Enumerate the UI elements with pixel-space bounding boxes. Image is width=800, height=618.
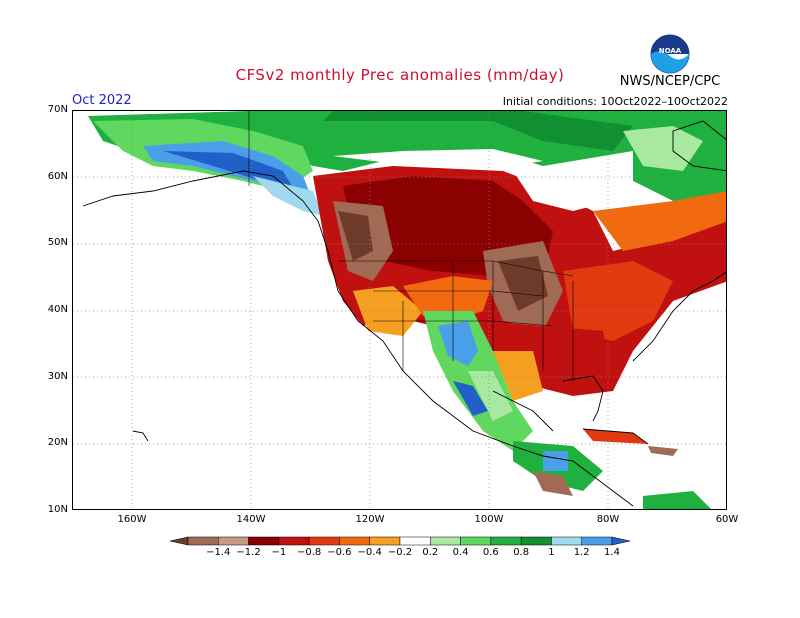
lat-label-50n: 50N (47, 237, 68, 248)
colorbar-swatch (399, 536, 431, 546)
lon-label-100w: 100W (474, 514, 504, 525)
forecast-month: Oct 2022 (72, 93, 132, 108)
lat-label-60n: 60N (47, 171, 68, 182)
canada-dark-green (323, 111, 633, 151)
canada-white-gap (333, 149, 543, 169)
anomaly-map (72, 110, 727, 510)
colorbar-swatch (339, 536, 370, 546)
colorbar-swatch (278, 536, 310, 546)
lon-label-140w: 140W (236, 514, 266, 525)
svg-text:NOAA: NOAA (659, 47, 682, 55)
lon-label-60w: 60W (715, 514, 739, 525)
lon-label-80w: 80W (596, 514, 620, 525)
yucatan-blue (543, 451, 568, 471)
lat-label-20n: 20N (47, 437, 68, 448)
east-orange (563, 261, 673, 341)
colorbar-swatch (308, 536, 340, 546)
initial-conditions: Initial conditions: 10Oct2022–10Oct2022 (502, 95, 728, 108)
colorbar-tick-label: −1.2 (236, 547, 261, 558)
texas-orange (493, 351, 543, 401)
colorbar-swatch (248, 536, 280, 546)
lat-label-10n: 10N (47, 504, 68, 515)
colorbar-swatch (369, 536, 401, 546)
alaska-dark-blue (163, 151, 298, 196)
colorbar-tick-label: 1.2 (573, 547, 590, 558)
mexico-light-green (468, 371, 513, 421)
colorbar-tick-label: 0.4 (452, 547, 469, 558)
colorbar-swatch (430, 536, 461, 546)
agency-label: NWS/NCEP/CPC (619, 74, 721, 89)
canada-orange-band (593, 191, 726, 251)
colorbar-tick-label: −0.2 (387, 547, 413, 558)
west-dark-brown (338, 211, 373, 261)
colorbar-left-arrow (170, 536, 189, 546)
colorbar-tick-label: −0.4 (357, 547, 382, 558)
colorbar-swatch (551, 536, 582, 546)
colorbar-swatch (187, 536, 219, 546)
southwest-orange (403, 276, 493, 321)
coastlines (82, 120, 726, 507)
colorbar-tick-label: 0.2 (422, 547, 439, 558)
colorbar-tick-label: −0.8 (296, 547, 322, 558)
lat-label-30n: 30N (47, 371, 68, 382)
noaa-logo: NOAA (650, 34, 690, 74)
cuba-red (583, 429, 648, 444)
greenland-light-green (623, 126, 703, 171)
colombia-green (643, 491, 711, 509)
mexico-dark-blue (453, 381, 488, 416)
lon-label-120w: 120W (355, 514, 385, 525)
lat-label-70n: 70N (47, 104, 68, 115)
lat-label-40n: 40N (47, 304, 68, 315)
map-canvas (73, 111, 726, 509)
central-america-brown (533, 471, 573, 496)
colorbar-swatch (218, 536, 249, 546)
colorbar-tick-label: −1 (271, 547, 287, 558)
lon-label-160w: 160W (117, 514, 147, 525)
colorbar-tick-label: −0.6 (327, 547, 352, 558)
political-borders (248, 111, 574, 381)
alaska-light-blue (253, 176, 323, 216)
colorbar-tick-label: 0.6 (482, 547, 499, 558)
colorbar-tick-label: 1 (548, 547, 555, 558)
colorbar-swatch (520, 536, 552, 546)
hispaniola-brown (648, 446, 678, 456)
graticule (73, 111, 726, 509)
colorbar-right-arrow (611, 536, 630, 546)
colorbar-swatch (490, 536, 522, 546)
colorbar-tick-label: 0.8 (513, 547, 530, 558)
colorbar-swatch (460, 536, 492, 546)
colorbar-tick-label: −1.4 (206, 547, 231, 558)
colorbar (170, 536, 630, 546)
chart-title: CFSv2 monthly Prec anomalies (mm/day) (235, 66, 565, 84)
colorbar-swatch (581, 536, 613, 546)
west-orange (353, 286, 423, 336)
colorbar-tick-label: 1.4 (604, 547, 620, 558)
mexico-blue (438, 321, 478, 366)
